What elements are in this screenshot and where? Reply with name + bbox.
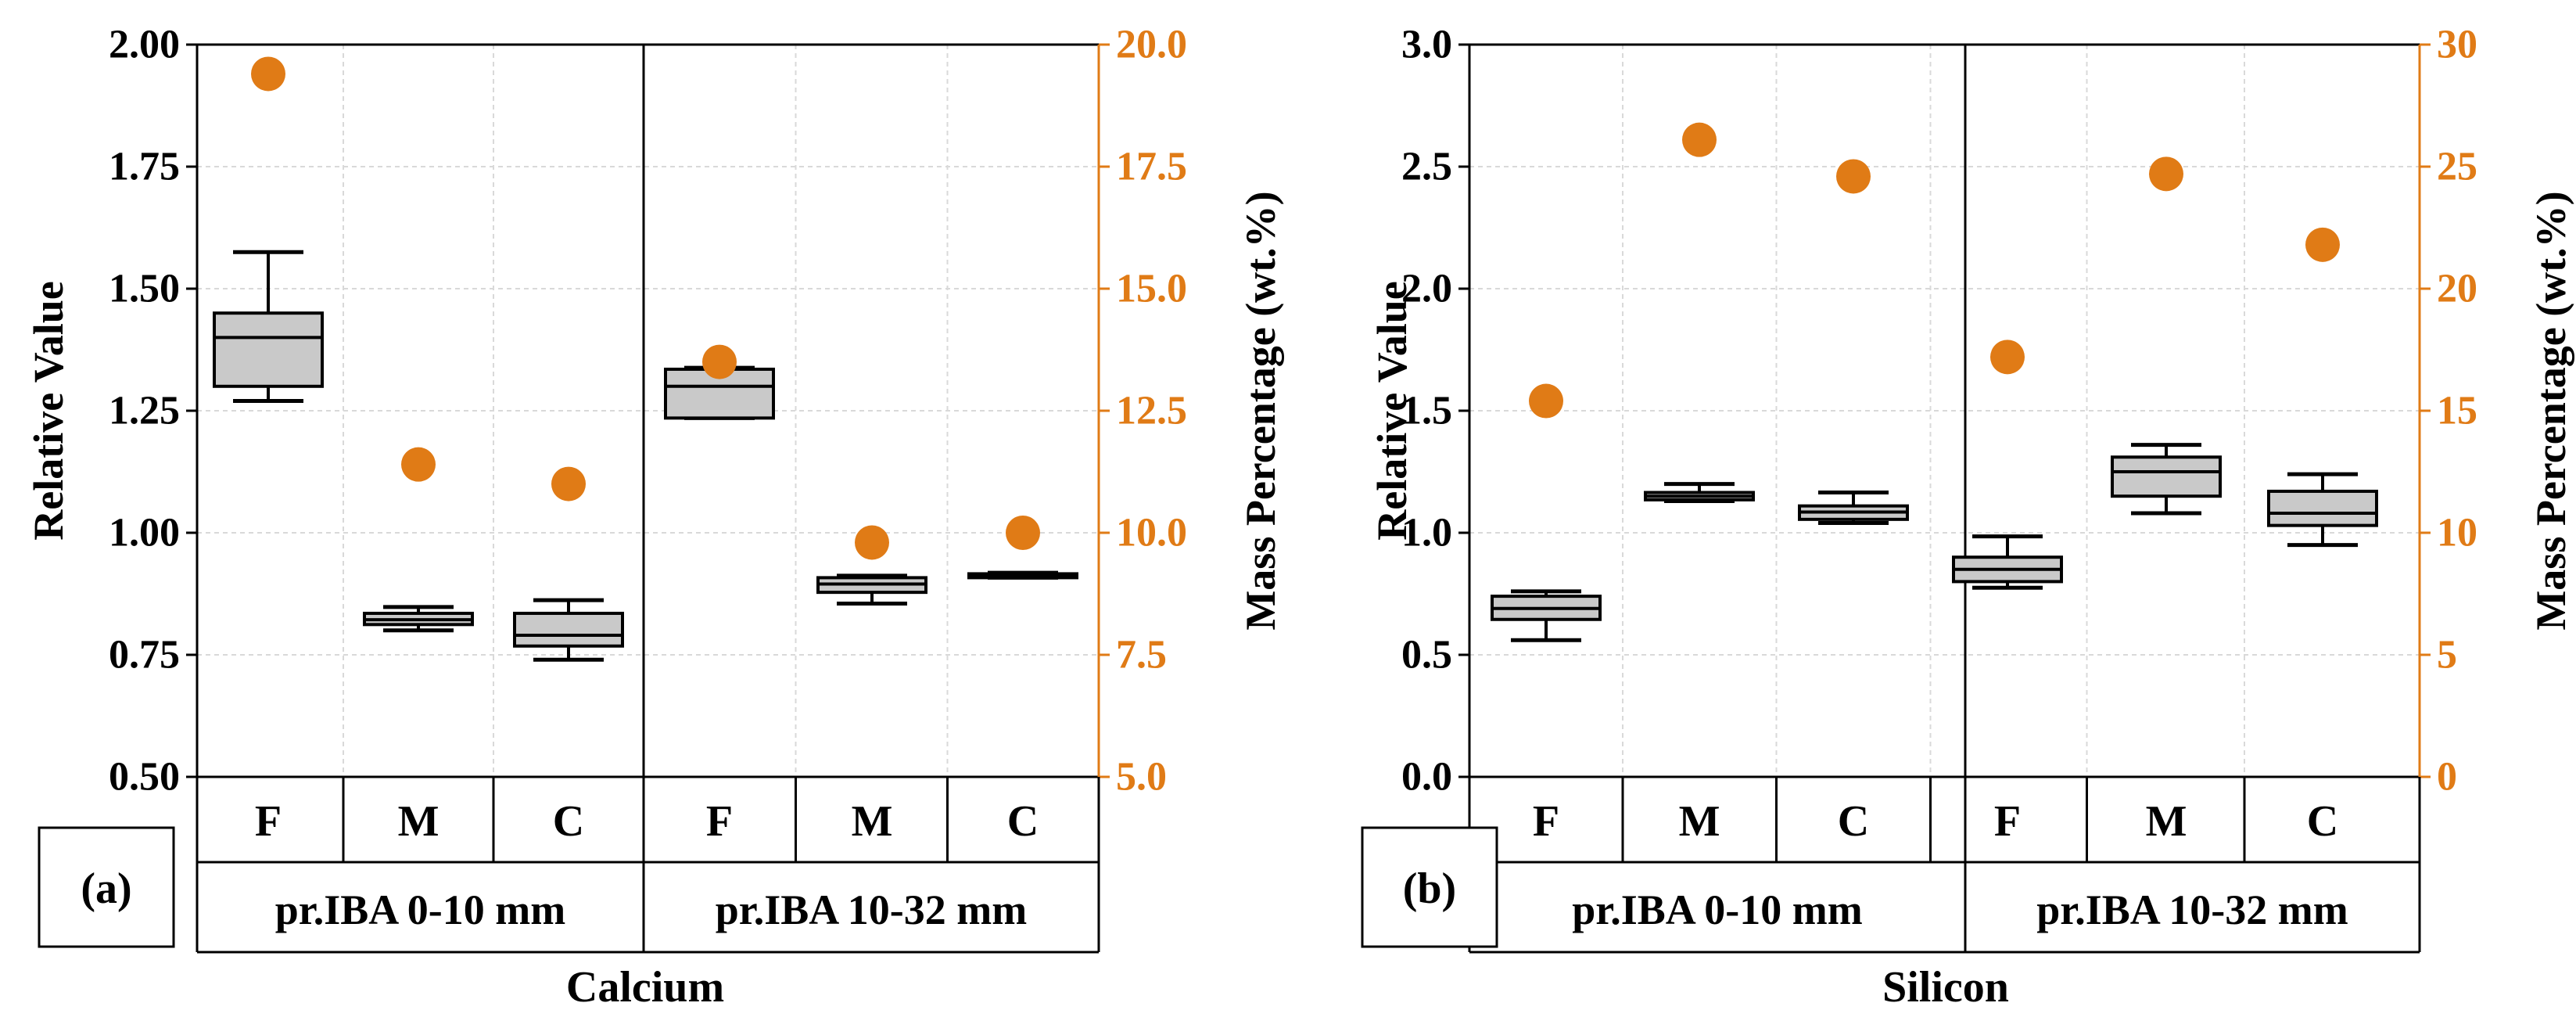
box-C — [2267, 472, 2378, 548]
y-tick-label: 0.0 — [1401, 755, 1452, 800]
y-tick-label: 1.0 — [1401, 511, 1452, 555]
category-label: C — [1838, 797, 1869, 846]
mass-percentage-point — [2305, 227, 2340, 262]
box-M — [816, 573, 927, 606]
category-label: C — [2307, 797, 2338, 846]
mass-percentage-point — [251, 56, 285, 92]
y-right-tick-label: 17.5 — [1116, 145, 1187, 189]
mass-percentage-point — [702, 344, 737, 379]
y-tick-label: 1.5 — [1401, 389, 1452, 433]
category-label: C — [553, 797, 584, 846]
box-F — [1952, 534, 2063, 590]
box-C — [513, 598, 624, 662]
box-M — [2111, 443, 2222, 516]
y-axis-label: Relative Value — [25, 281, 72, 541]
category-label: F — [255, 797, 282, 846]
y-tick-label: 0.50 — [109, 755, 180, 800]
y-right-tick-label: 10.0 — [1116, 511, 1187, 555]
mass-percentage-point — [1682, 122, 1717, 157]
y-tick-label: 2.00 — [109, 23, 180, 67]
y-axis-label: Relative Value — [1369, 281, 1415, 541]
panel-label-box — [38, 826, 175, 948]
group-label: pr.IBA 0-10 mm — [275, 886, 566, 933]
box-F — [213, 250, 324, 404]
box-F — [1491, 589, 1602, 642]
y-tick-label: 1.25 — [109, 389, 180, 433]
box-iqr — [513, 611, 624, 648]
y-tick-label: 2.0 — [1401, 267, 1452, 311]
group-label: pr.IBA 0-10 mm — [1572, 886, 1863, 933]
mass-percentage-point — [855, 525, 889, 560]
y-right-tick-label: 15.0 — [1116, 267, 1187, 311]
y-tick-label: 1.00 — [109, 511, 180, 555]
y-right-tick-label: 30 — [2437, 23, 2477, 67]
category-label: F — [1994, 797, 2021, 846]
chart-panel-silicon: 0.0 0.5 1.0 1.5 2.0 2.5 3.0 0 5 10 15 20 25 30 Relativ… — [1361, 23, 2574, 1012]
box-C — [1798, 491, 1909, 526]
y-tick-label: 2.5 — [1401, 145, 1452, 189]
category-table: F M C F M Cpr.IBA 0-10 mm pr.IBA 10-32 mm — [196, 777, 1100, 954]
chart-panel-calcium: 0.50 0.75 1.00 1.25 1.50 1.75 2.00 5.0 7.5 10.0 12… — [25, 23, 1284, 1012]
box-M — [363, 605, 474, 633]
category-label: F — [1533, 797, 1559, 846]
y-right-tick-label: 15 — [2437, 389, 2477, 433]
mass-percentage-point — [1990, 340, 2025, 375]
chart-title: Calcium — [566, 963, 724, 1012]
mass-percentage-point — [1006, 516, 1040, 550]
mass-percentage-point — [551, 466, 586, 501]
y-tick-label: 1.50 — [109, 267, 180, 311]
category-label: M — [1679, 797, 1720, 846]
mass-percentage-point — [1836, 159, 1871, 194]
category-label: M — [2146, 797, 2187, 846]
y-right-tick-label: 20 — [2437, 267, 2477, 311]
y-right-tick-label: 0 — [2437, 755, 2457, 800]
box-iqr — [213, 311, 324, 388]
y-tick-label: 0.75 — [109, 633, 180, 678]
mass-percentage-point — [1529, 383, 1563, 419]
mass-percentage-point — [401, 447, 436, 482]
category-label: M — [852, 797, 893, 846]
box-iqr — [2111, 455, 2222, 498]
panel-label: (b) — [1403, 864, 1456, 913]
category-table: F M C F M Cpr.IBA 0-10 mm pr.IBA 10-32 mm — [1468, 777, 2421, 954]
y-tick-label: 3.0 — [1401, 23, 1452, 67]
y-right-axis-label: Mass Percentage (wt.%) — [2528, 191, 2574, 630]
chart-title: Silicon — [1882, 963, 2009, 1012]
box-M — [1644, 482, 1755, 503]
y-right-tick-label: 5.0 — [1116, 755, 1167, 800]
y-right-tick-label: 20.0 — [1116, 23, 1187, 67]
mass-percentage-point — [2149, 156, 2183, 192]
category-label: C — [1007, 797, 1039, 846]
category-label: M — [398, 797, 439, 846]
y-right-tick-label: 10 — [2437, 511, 2477, 555]
box-iqr — [2267, 489, 2378, 527]
y-right-tick-label: 5 — [2437, 633, 2457, 678]
panel-label-box — [1361, 826, 1498, 948]
y-right-tick-label: 12.5 — [1116, 389, 1187, 433]
y-tick-label: 0.5 — [1401, 633, 1452, 678]
panel-label: (a) — [81, 864, 131, 913]
category-label: F — [706, 797, 733, 846]
y-right-tick-label: 7.5 — [1116, 633, 1167, 678]
y-right-axis-label: Mass Percentage (wt.%) — [1237, 191, 1284, 630]
y-right-tick-label: 25 — [2437, 145, 2477, 189]
group-label: pr.IBA 10-32 mm — [2036, 886, 2348, 933]
y-tick-label: 1.75 — [109, 145, 180, 189]
box-C — [967, 570, 1078, 580]
group-label: pr.IBA 10-32 mm — [716, 886, 1028, 933]
